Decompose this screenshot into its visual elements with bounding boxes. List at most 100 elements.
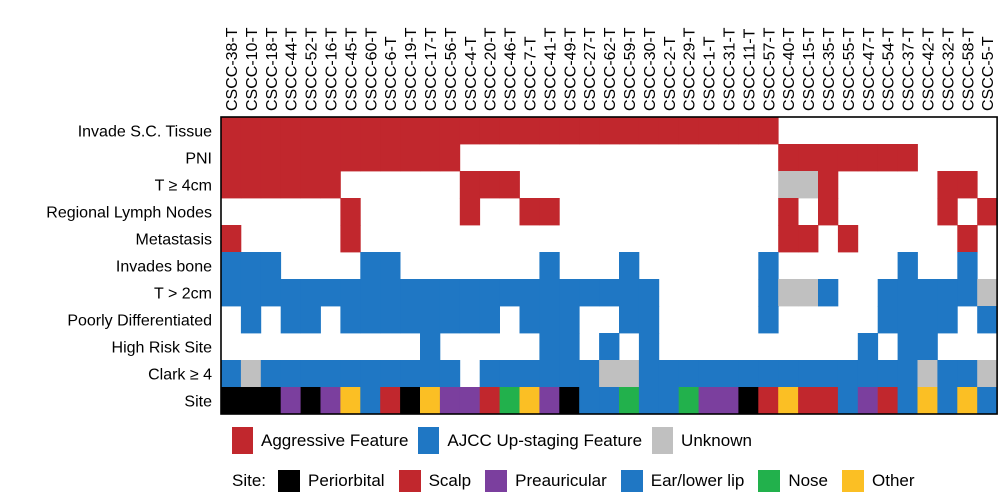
column-label: CSCC-37-T xyxy=(901,27,918,111)
heatmap-cell xyxy=(380,252,401,280)
heatmap-cell xyxy=(778,171,799,199)
heatmap-cell xyxy=(818,387,839,415)
column-label: CSCC-5-T xyxy=(980,36,997,111)
heatmap-cell xyxy=(260,117,282,145)
heatmap-cell xyxy=(420,360,441,388)
heatmap-cell xyxy=(539,117,560,145)
column-label: CSCC-62-T xyxy=(602,27,619,111)
heatmap-cell xyxy=(539,387,560,415)
heatmap-cell xyxy=(897,252,918,280)
heatmap-cell xyxy=(857,360,879,388)
heatmap-cell xyxy=(619,306,640,334)
heatmap-cell xyxy=(798,225,819,253)
heatmap-cell xyxy=(917,333,938,361)
heatmap-cell xyxy=(678,117,699,145)
heatmap-cell xyxy=(857,144,879,172)
heatmap-cell xyxy=(977,198,998,226)
heatmap-cell xyxy=(420,117,441,145)
column-label: CSCC-29-T xyxy=(682,27,699,111)
heatmap-cell xyxy=(778,225,799,253)
heatmap-cell xyxy=(221,171,242,199)
heatmap-cell xyxy=(897,333,918,361)
heatmap-cell xyxy=(559,306,580,334)
column-label: CSCC-6-T xyxy=(383,36,400,111)
heatmap-cell xyxy=(917,387,938,415)
heatmap-cell xyxy=(758,117,779,145)
heatmap-cell xyxy=(360,387,381,415)
heatmap-cell xyxy=(479,306,500,334)
column-label: CSCC-46-T xyxy=(503,27,520,111)
heatmap-cell xyxy=(619,252,640,280)
heatmap-cell xyxy=(579,117,600,145)
heatmap-cell xyxy=(300,117,321,145)
heatmap-cell xyxy=(599,360,620,388)
heatmap-cell xyxy=(221,225,242,253)
heatmap-cell xyxy=(877,279,898,307)
heatmap-cell xyxy=(280,387,301,415)
heatmap-cell xyxy=(678,360,699,388)
heatmap-cell xyxy=(937,279,958,307)
heatmap-cell xyxy=(658,117,680,145)
heatmap-cell xyxy=(420,279,441,307)
heatmap-cell xyxy=(559,333,580,361)
heatmap-cell xyxy=(857,387,879,415)
heatmap-cell xyxy=(599,279,620,307)
heatmap-cell xyxy=(798,144,819,172)
heatmap-cell xyxy=(917,360,938,388)
heatmap-cell xyxy=(798,171,819,199)
column-label: CSCC-57-T xyxy=(761,27,778,111)
heatmap-cell xyxy=(937,306,958,334)
heatmap-cell xyxy=(479,117,500,145)
heatmap-cell xyxy=(957,360,978,388)
heatmap-cell xyxy=(877,387,898,415)
heatmap-cell xyxy=(280,171,301,199)
heatmap-cell xyxy=(658,360,680,388)
heatmap-cell xyxy=(619,387,640,415)
column-label: CSCC-45-T xyxy=(343,27,360,111)
heatmap-cell xyxy=(519,117,540,145)
heatmap-cell xyxy=(718,360,739,388)
heatmap-cell xyxy=(300,144,321,172)
heatmap-cell xyxy=(260,252,282,280)
heatmap-cell xyxy=(340,360,361,388)
column-label: CSCC-60-T xyxy=(363,27,380,111)
column-label: CSCC-58-T xyxy=(960,27,977,111)
heatmap-cell xyxy=(360,360,381,388)
column-label: CSCC-42-T xyxy=(920,27,937,111)
heatmap-cell xyxy=(957,225,978,253)
heatmap-cell xyxy=(937,387,958,415)
heatmap-cell xyxy=(519,198,540,226)
heatmap-cell xyxy=(638,117,660,145)
column-label: CSCC-4-T xyxy=(463,36,480,111)
heatmap-cell xyxy=(320,117,341,145)
heatmap-cell xyxy=(221,252,242,280)
heatmap-cell xyxy=(599,333,620,361)
heatmap-cell xyxy=(638,279,660,307)
heatmap-cell xyxy=(420,144,441,172)
heatmap-cell xyxy=(439,306,461,334)
heatmap-cell xyxy=(400,279,421,307)
heatmap-cell xyxy=(360,252,381,280)
heatmap-cell xyxy=(439,117,461,145)
heatmap-cell xyxy=(559,360,580,388)
heatmap-cell xyxy=(957,252,978,280)
heatmap-cell xyxy=(499,171,520,199)
heatmap-cell xyxy=(380,360,401,388)
heatmap-cell xyxy=(479,279,500,307)
heatmap-cell xyxy=(698,387,719,415)
heatmap-cell xyxy=(479,387,500,415)
heatmap-cell xyxy=(400,306,421,334)
heatmap-cell xyxy=(778,387,799,415)
heatmap-cell xyxy=(280,279,301,307)
heatmap-cell xyxy=(778,198,799,226)
heatmap-cell xyxy=(837,387,859,415)
heatmap-cell xyxy=(340,144,361,172)
heatmap-cell xyxy=(698,117,719,145)
heatmap-cell xyxy=(778,279,799,307)
heatmap-cell xyxy=(738,117,759,145)
heatmap-cell xyxy=(758,387,779,415)
row-label: T ≥ 4cm xyxy=(155,178,212,195)
heatmap-cell xyxy=(519,279,540,307)
column-label: CSCC-11-T xyxy=(741,28,758,111)
heatmap-cell xyxy=(499,360,520,388)
